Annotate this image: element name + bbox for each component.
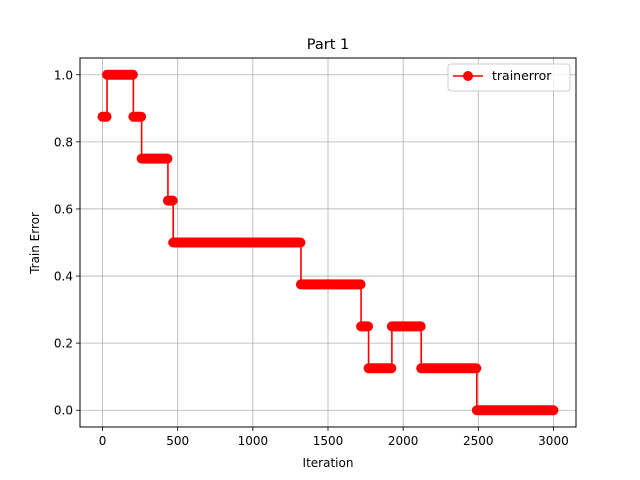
x-tick-label: 2500 [463,434,494,448]
y-axis: 0.0 0.2 0.4 0.6 0.8 1.0 [54,68,80,418]
x-tick-label: 500 [166,434,189,448]
grid [80,58,576,427]
series-line-trainerror [102,73,554,412]
x-axis-label: Iteration [303,456,354,470]
legend: trainerror [447,63,571,92]
y-tick-label: 0.0 [54,404,73,418]
y-tick-label: 0.4 [54,270,73,284]
y-tick-label: 1.0 [54,68,73,82]
y-tick-label: 0.6 [54,202,73,216]
legend-box [447,63,571,92]
series-marker-point [548,405,559,416]
x-axis: 0 500 1000 1500 2000 2500 3000 [99,427,569,448]
y-axis-label: Train Error [28,212,42,275]
x-tick-label: 3000 [538,434,569,448]
x-tick-label: 2000 [388,434,419,448]
y-tick-label: 0.2 [54,337,73,351]
x-tick-label: 1000 [238,434,269,448]
x-tick-label: 0 [99,434,107,448]
x-tick-label: 1500 [313,434,344,448]
legend-entry-trainerror: trainerror [492,68,552,83]
y-tick-label: 0.8 [54,135,73,149]
series-layer [97,69,559,416]
legend-marker-swatch [463,71,473,81]
chart-title: Part 1 [307,37,349,53]
